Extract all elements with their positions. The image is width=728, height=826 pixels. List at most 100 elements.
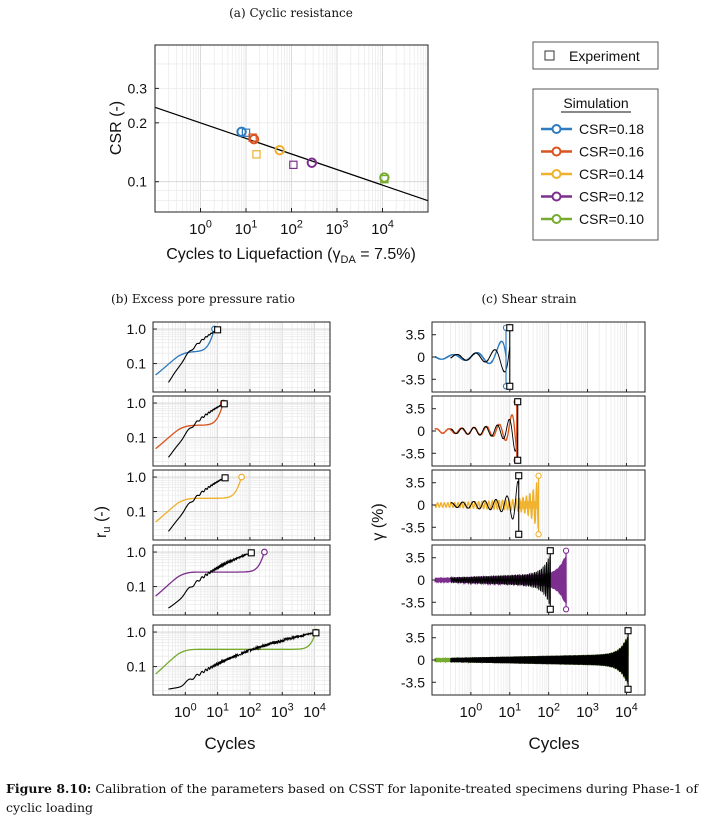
chart-a-y-tick-label: 0.3 <box>128 80 148 96</box>
chart-b-x-tick-label: 101 <box>206 701 229 721</box>
chart-b-panel-frame <box>152 321 331 393</box>
chart-b-experiment-end-marker <box>312 629 320 637</box>
chart-b-experiment-line <box>168 631 316 690</box>
caption-text: Calibration of the parameters based on C… <box>6 781 699 815</box>
chart-b-x-tick-label: 102 <box>239 701 262 721</box>
chart-b-panel-frame <box>152 469 331 541</box>
chart-b-y-tick-label: 1.0 <box>127 395 147 411</box>
legend-marker <box>551 146 562 157</box>
chart-a-title: (a) Cyclic resistance <box>229 6 353 20</box>
chart-c-title: (c) Shear strain <box>481 292 576 306</box>
chart-b-y-tick-label: 0.1 <box>127 579 147 595</box>
chart-c-experiment-end-marker <box>514 456 522 464</box>
chart-b-experiment-line <box>168 552 252 609</box>
chart-b-y-tick-label: 0.1 <box>127 430 147 446</box>
chart-c-x-tick-label: 101 <box>498 701 521 721</box>
chart-c-experiment-end-marker <box>514 398 522 406</box>
chart-b-experiment-line <box>168 477 226 532</box>
chart-b-panel: 0.1 1.0 <box>127 624 331 696</box>
chart-b: (b) Excess pore pressure ratio 0.1 1.0 0.1 1… <box>93 292 331 753</box>
chart-b-panel-grid <box>152 322 331 392</box>
chart-c-y-axis-label: γ (%) <box>370 503 387 540</box>
chart-b-x-tick-label: 104 <box>303 701 326 721</box>
chart-c-experiment-line <box>450 636 629 684</box>
legend-simulation-title: Simulation <box>563 95 628 111</box>
chart-c-x-tick-label: 103 <box>576 701 599 721</box>
legend-experiment-marker <box>544 50 555 61</box>
chart-b-experiment-line <box>168 329 218 383</box>
chart-a: (a) Cyclic resistance 0.1 0.2 0.3 100 101 102 1… <box>108 6 429 266</box>
chart-b-simulation-end-marker <box>238 473 245 481</box>
chart-c-simulation-end-marker <box>535 472 542 479</box>
legend-marker <box>551 191 562 202</box>
chart-a-simulation-point <box>306 157 318 168</box>
chart-b-y-tick-label: 1.0 <box>127 469 147 485</box>
chart-b-experiment-end-marker <box>247 549 255 557</box>
chart-b-x-tick-label: 103 <box>271 701 294 721</box>
chart-c-experiment-end-marker <box>624 685 632 693</box>
chart-c-y-tick-label: 0 <box>417 423 425 439</box>
chart-c-x-axis-label: Cycles <box>528 734 579 753</box>
chart-c-simulation-band <box>518 501 539 509</box>
chart-c-panel: 3.5 0 -3.5 <box>401 469 646 541</box>
chart-b-y-tick-label: 0.1 <box>127 504 147 520</box>
chart-a-x-tick-label: 102 <box>280 218 303 238</box>
chart-a-y-axis-label: CSR (-) <box>108 101 125 155</box>
chart-a-experiment-point <box>241 128 251 137</box>
chart-c-panel: 3.5 0 -3.5 <box>401 395 646 467</box>
chart-c-experiment-line <box>450 481 520 520</box>
chart-b-panel: 0.1 1.0 <box>127 544 331 616</box>
chart-c-y-tick-label: 0 <box>417 497 425 513</box>
chart-c-simulation-end-marker <box>562 547 570 554</box>
chart-a-y-tick-label: 0.2 <box>128 115 148 131</box>
chart-b-simulation-line <box>155 476 243 523</box>
chart-a-fit-line <box>154 106 429 202</box>
chart-b-y-tick-label: 1.0 <box>127 321 147 337</box>
chart-c-experiment-end-marker <box>515 530 523 538</box>
chart-b-y-axis-label: ru (-) <box>93 506 113 538</box>
chart-c-panel-grid <box>431 396 646 466</box>
chart-b-panel: 0.1 1.0 <box>127 469 331 541</box>
chart-c-y-tick-label: 3.5 <box>406 401 426 417</box>
legend-experiment: Experiment <box>532 41 659 70</box>
chart-a-x-axis-label: Cycles to Liquefaction (γDA = 7.5%) <box>166 246 416 266</box>
chart-c: (c) Shear strain 3.5 0 -3.5 3.5 0 -3.5 3.5 0 -3.5… <box>370 292 646 753</box>
chart-a-simulation-point <box>236 126 247 137</box>
chart-a-experiment-point <box>252 150 261 159</box>
chart-a-experiment-point <box>289 160 298 170</box>
chart-a-experiment-point <box>380 174 389 184</box>
legend-label: CSR=0.14 <box>579 166 644 182</box>
chart-b-panel-frame <box>152 544 331 616</box>
figure-caption: Figure 8.10: Calibration of the paramete… <box>6 779 722 817</box>
chart-c-y-tick-label: 0 <box>417 572 425 588</box>
chart-c-x-tick-label: 100 <box>460 701 483 721</box>
legend-label: CSR=0.16 <box>579 144 644 160</box>
chart-c-x-tick-label: 102 <box>537 701 560 721</box>
chart-a-y-tick-label: 0.1 <box>128 174 148 190</box>
chart-b-experiment-line <box>168 403 225 458</box>
chart-c-y-tick-label: -3.5 <box>401 445 425 461</box>
chart-c-experiment-line <box>450 556 551 605</box>
legend-label: CSR=0.10 <box>579 211 644 227</box>
chart-c-experiment-end-marker <box>506 382 514 390</box>
chart-c-experiment-end-marker <box>546 605 554 613</box>
chart-b-y-tick-label: 0.1 <box>127 659 147 675</box>
chart-b-x-axis-label: Cycles <box>204 734 255 753</box>
chart-b-experiment-end-marker <box>214 326 222 334</box>
chart-c-simulation-band <box>550 576 567 584</box>
chart-c-panel-plot-area <box>432 322 645 392</box>
chart-a-x-tick-label: 104 <box>371 218 394 238</box>
figure-canvas: (a) Cyclic resistance 0.1 0.2 0.3 100 101 102 1… <box>93 6 659 753</box>
chart-c-simulation-end-marker <box>562 606 570 613</box>
chart-c-experiment-end-marker <box>506 324 514 332</box>
legend-label: CSR=0.18 <box>579 121 644 137</box>
chart-c-experiment-end-marker <box>624 627 632 635</box>
chart-b-panel-grid <box>152 396 331 466</box>
chart-b-simulation-line <box>155 402 224 450</box>
chart-c-y-tick-label: 3.5 <box>406 550 426 566</box>
chart-c-panel: 3.5 0 -3.5 <box>401 321 646 393</box>
chart-b-panel-frame <box>152 624 331 696</box>
chart-c-experiment-line <box>450 419 519 452</box>
chart-b-panel: 0.1 1.0 <box>127 321 331 393</box>
chart-b-panel: 0.1 1.0 <box>127 395 331 467</box>
